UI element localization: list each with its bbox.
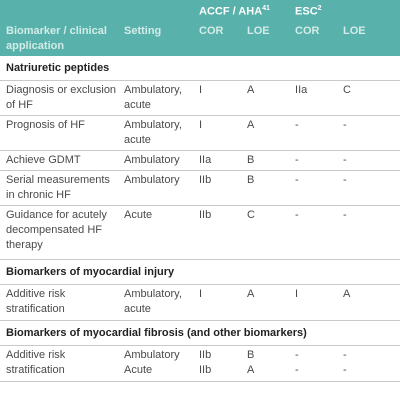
cell: -- xyxy=(289,345,337,381)
group-ref: 2 xyxy=(317,5,322,12)
cell: Guidance for acutely decompensated HF th… xyxy=(6,208,107,251)
cell-line: Ambulatory xyxy=(124,348,180,361)
cell: Acute xyxy=(124,208,153,221)
cell: I xyxy=(199,287,203,300)
column-title: Biomarker / clinical application xyxy=(0,21,118,56)
cell: B xyxy=(247,173,255,186)
cell: Ambulatory, acute xyxy=(124,118,182,146)
column-title: LOE xyxy=(241,21,290,56)
group-title: ESC2 xyxy=(289,0,400,22)
group-title: ACCF / AHA41 xyxy=(193,0,290,22)
cell: IIb IIb xyxy=(193,345,241,381)
cell: B xyxy=(247,153,255,166)
data-row: Serial measurements in chronic HF Ambulat… xyxy=(0,170,400,206)
cell: - xyxy=(343,173,347,186)
cell: Prognosis of HF xyxy=(6,118,85,131)
cell: Ambulatory Acute xyxy=(118,345,193,381)
cell: Additive risk stratification xyxy=(6,287,66,315)
cell: - xyxy=(295,153,299,166)
cell: A xyxy=(247,287,255,300)
cell-line: - xyxy=(343,363,347,376)
cell: Ambulatory, acute xyxy=(124,83,182,111)
column-title: COR xyxy=(289,21,338,56)
section-row: Natriuretic peptides xyxy=(0,56,400,81)
section-row: Biomarkers of myocardial injury xyxy=(0,259,400,285)
cell: I xyxy=(199,83,203,96)
column-title: COR xyxy=(193,21,241,56)
cell-line: - xyxy=(295,348,299,361)
cell: I xyxy=(295,287,299,300)
cell: IIb xyxy=(199,208,212,221)
blank xyxy=(0,0,193,22)
cell: A xyxy=(247,83,255,96)
cell: - xyxy=(295,208,299,221)
group-name: ESC xyxy=(295,5,318,18)
table-body: Natriuretic peptides Diagnosis or exclusi… xyxy=(0,56,400,382)
data-row: Achieve GDMT Ambulatory IIa B - - xyxy=(0,150,400,171)
cell-line: IIb xyxy=(199,363,212,376)
cell-line: A xyxy=(247,363,255,376)
cell: - xyxy=(343,153,347,166)
cell: I xyxy=(199,118,203,131)
cell: C xyxy=(247,208,255,221)
cell-line: Acute xyxy=(124,363,153,376)
group-name: ACCF / AHA xyxy=(199,5,263,18)
cell: - xyxy=(343,208,347,221)
cell: -- xyxy=(337,345,400,381)
data-row: Additive risk stratification Ambulatory, … xyxy=(0,284,400,321)
data-row: Diagnosis or exclusion of HF Ambulatory, … xyxy=(0,80,400,116)
data-row: Additive risk stratification Ambulatory Ac… xyxy=(0,345,400,382)
cell: C xyxy=(343,83,351,96)
section-title: Natriuretic peptides xyxy=(6,61,110,74)
cell: Diagnosis or exclusion of HF xyxy=(6,83,117,111)
cell: Ambulatory xyxy=(124,173,180,186)
group-ref: 41 xyxy=(262,5,270,12)
column-header: Biomarker / clinical application Setting C… xyxy=(0,21,400,56)
cell: - xyxy=(295,118,299,131)
column-title: LOE xyxy=(337,21,400,56)
section-title: Biomarkers of myocardial fibrosis (and o… xyxy=(6,326,307,339)
cell: Ambulatory xyxy=(124,153,180,166)
cell-line: - xyxy=(343,348,347,361)
cell: Serial measurements in chronic HF xyxy=(6,173,110,201)
data-row: Prognosis of HF Ambulatory, acute I A - - xyxy=(0,115,400,151)
cell-line: IIb xyxy=(199,348,212,361)
section-row: Biomarkers of myocardial fibrosis (and o… xyxy=(0,320,400,346)
cell: Ambulatory, acute xyxy=(124,287,182,315)
cell: Achieve GDMT xyxy=(6,153,81,166)
cell: A xyxy=(343,287,351,300)
cell: Additive risk stratification xyxy=(6,348,66,376)
section-title: Biomarkers of myocardial injury xyxy=(6,265,175,278)
cell: A xyxy=(247,118,255,131)
group-header: ACCF / AHA41 ESC2 xyxy=(0,0,400,22)
cell: IIa xyxy=(295,83,308,96)
cell-line: B xyxy=(247,348,255,361)
data-row: Guidance for acutely decompensated HF th… xyxy=(0,205,400,260)
cell: IIa xyxy=(199,153,212,166)
column-title: Setting xyxy=(118,21,193,56)
table: ACCF / AHA41 ESC2 Biomarker / clinical ap… xyxy=(0,0,400,382)
cell: IIb xyxy=(199,173,212,186)
cell: - xyxy=(343,118,347,131)
cell: - xyxy=(295,173,299,186)
cell-line: - xyxy=(295,363,299,376)
